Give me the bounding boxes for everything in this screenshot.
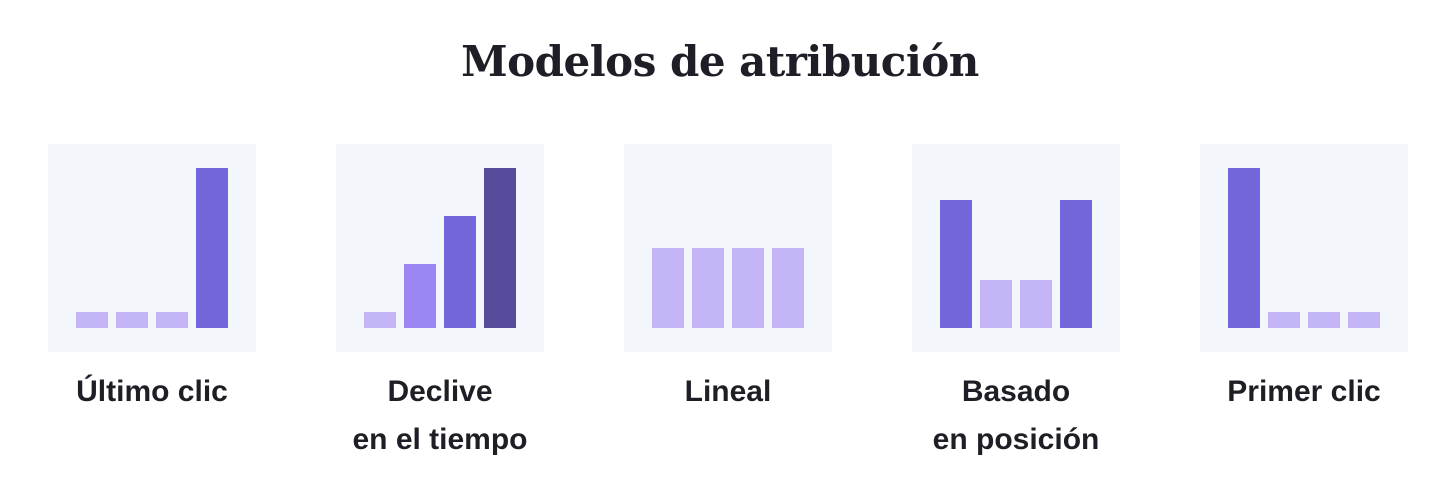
chart-panel — [1200, 144, 1408, 352]
bar — [444, 216, 476, 328]
bar — [652, 248, 684, 328]
chart-panel — [48, 144, 256, 352]
bar — [980, 280, 1012, 328]
bar — [404, 264, 436, 328]
chart-panel — [336, 144, 544, 352]
page-title: Modelos de atribución — [461, 37, 979, 86]
bar — [732, 248, 764, 328]
model-label: Declive en el tiempo — [310, 368, 570, 464]
bar — [1268, 312, 1300, 328]
bar — [364, 312, 396, 328]
model-label: Lineal — [598, 368, 858, 416]
bar — [1060, 200, 1092, 328]
bar-chart — [364, 168, 516, 328]
bar — [1228, 168, 1260, 328]
model-label-line: en posición — [932, 423, 1100, 456]
bar — [196, 168, 228, 328]
bar — [484, 168, 516, 328]
bar — [156, 312, 188, 328]
chart-panel — [912, 144, 1120, 352]
bar — [772, 248, 804, 328]
model-label-line: en el tiempo — [352, 423, 528, 456]
bar — [692, 248, 724, 328]
model-label-line: Declive — [387, 375, 493, 408]
model-label-line: Lineal — [684, 375, 772, 408]
model-label: Basado en posición — [886, 368, 1146, 464]
bar — [116, 312, 148, 328]
bar-chart — [652, 248, 804, 328]
model-label-line: Último clic — [76, 375, 228, 408]
bar-chart — [1228, 168, 1380, 328]
model-label-line: Basado — [961, 375, 1071, 408]
bar-chart — [940, 200, 1092, 328]
bar — [940, 200, 972, 328]
bar — [1020, 280, 1052, 328]
model-label: Primer clic — [1174, 368, 1434, 416]
bar — [1348, 312, 1380, 328]
bar — [1308, 312, 1340, 328]
model-label: Último clic — [22, 368, 282, 416]
bar — [76, 312, 108, 328]
model-label-line: Primer clic — [1227, 375, 1381, 408]
bar-chart — [76, 168, 228, 328]
chart-panel — [624, 144, 832, 352]
